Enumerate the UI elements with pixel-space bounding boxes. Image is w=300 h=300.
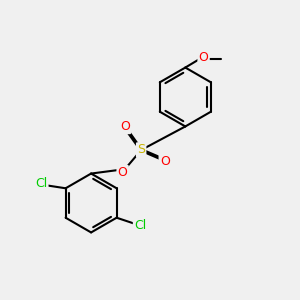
Text: Cl: Cl (35, 177, 47, 190)
Text: O: O (120, 120, 130, 133)
Text: S: S (137, 143, 145, 157)
Text: O: O (199, 51, 208, 64)
Text: O: O (118, 166, 128, 179)
Text: Cl: Cl (134, 220, 146, 232)
Text: O: O (160, 155, 170, 168)
